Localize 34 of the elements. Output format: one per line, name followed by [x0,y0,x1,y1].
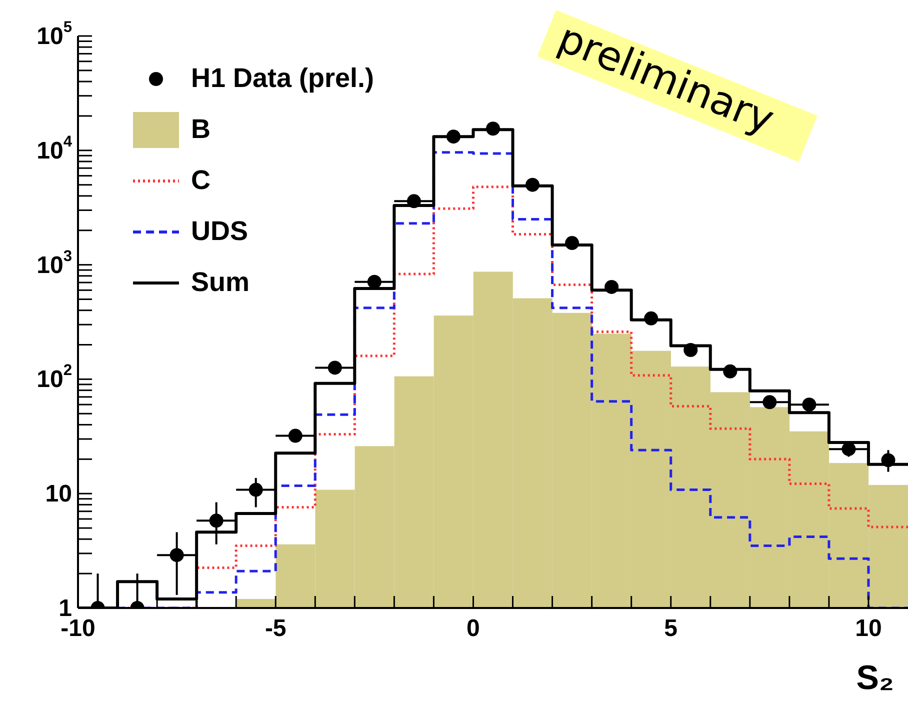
point [526,178,540,192]
point [486,122,500,136]
x-tick-label: 5 [664,614,678,642]
point [170,548,184,562]
point [762,395,777,410]
legend-label: H1 Data (prel.) [191,63,374,94]
point [802,398,816,412]
y-tick-label: 10$^{5}$ [36,19,72,50]
point [723,364,738,378]
point [842,442,856,456]
x-tick-label: -5 [264,614,286,642]
point [446,130,460,144]
y-tick-label: 10$^{2}$ [36,362,72,393]
point [644,311,658,326]
x-axis-title: S₂ [856,659,894,698]
point [209,514,224,528]
point [684,342,698,357]
legend-label: C [191,165,210,196]
point [406,194,421,208]
point [328,360,342,375]
point [604,280,619,294]
point [248,482,263,497]
point [367,274,382,289]
legend-label: B [191,114,210,145]
y-tick-label: 10 [45,480,72,508]
legend-label: Sum [191,267,250,298]
point [565,236,580,250]
y-tick-label: 10$^{3}$ [36,248,72,278]
y-tick-label: 10$^{4}$ [36,133,72,164]
point [881,453,896,468]
x-tick-label: 0 [466,614,480,642]
legend-label: UDS [191,216,248,247]
point [288,428,302,443]
x-tick-label: 10 [855,614,882,642]
